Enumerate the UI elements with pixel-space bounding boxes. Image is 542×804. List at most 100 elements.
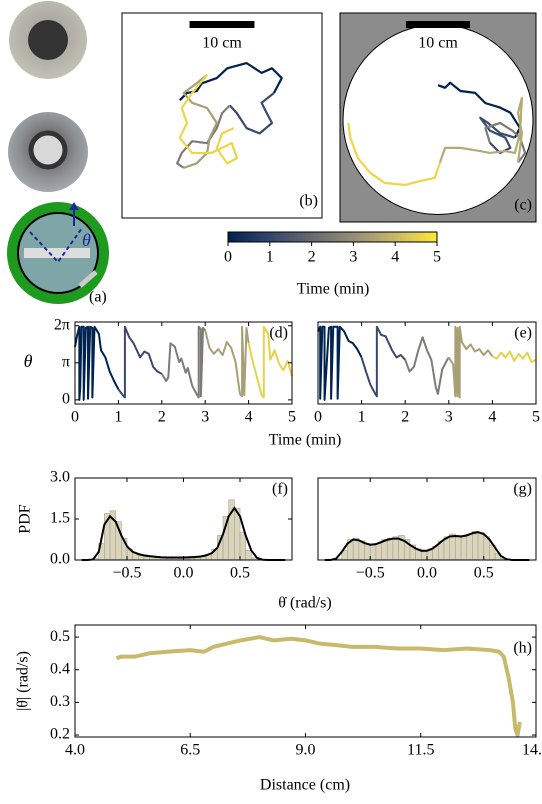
y-axis-label: θ [24, 351, 33, 371]
scale-bar-label: 10 cm [202, 35, 242, 52]
panel-frame [339, 12, 537, 223]
histogram-bar [352, 537, 360, 561]
histogram-bar [239, 532, 246, 561]
x-tick-label: 1 [114, 409, 122, 426]
panel-label: (c) [514, 197, 532, 214]
histogram-bar [477, 532, 485, 561]
histogram-bar [455, 535, 462, 561]
x-tick-label: 9.0 [296, 742, 316, 759]
x-tick-label: 3 [445, 409, 453, 426]
x-axis-label: Distance (cm) [260, 777, 350, 794]
histogram-bar [483, 536, 490, 561]
line-series [74, 325, 120, 401]
colorbar-tick-label: 2 [308, 249, 316, 266]
trajectory [228, 92, 275, 135]
line-series [447, 325, 494, 399]
scale-bar [189, 21, 255, 28]
trajectory [484, 121, 527, 164]
y-tick-label: 0.3 [50, 693, 70, 710]
line-series [115, 635, 522, 738]
x-tick-label: 0.5 [474, 565, 494, 582]
theta-annotation: θ [82, 230, 91, 250]
histogram-bar [392, 536, 399, 561]
kde-curve [324, 531, 530, 561]
axes-frame [317, 321, 537, 405]
line-series [247, 325, 293, 399]
histogram-bar [245, 550, 252, 561]
x-axis-label: Time (min) [297, 281, 370, 298]
x-tick-label: 0.0 [174, 565, 194, 582]
colorbar-tick-label: 3 [349, 249, 357, 266]
x-tick-label: 2 [158, 409, 166, 426]
x-tick-label: 6.5 [180, 742, 200, 759]
photos: θ (a) [7, 1, 109, 306]
panel-label: (f) [272, 481, 288, 498]
x-tick-label: 0.0 [417, 565, 437, 582]
x-tick-label: 0 [314, 409, 322, 426]
x-tick-label: 4.0 [65, 742, 85, 759]
histogram-bar [443, 536, 451, 561]
histogram-bar [421, 551, 428, 561]
colorbar-tick-label: 0 [224, 249, 232, 266]
histogram-bar [472, 530, 479, 561]
trajectory [179, 62, 283, 101]
y-tick-label: 0 [62, 391, 70, 408]
histogram-bar [364, 543, 371, 561]
trajectory [347, 122, 441, 187]
scale-bar [405, 21, 471, 28]
x-tick-label: 2 [401, 409, 409, 426]
y-tick-label: 0.4 [50, 660, 70, 677]
y-tick-label: 2π [54, 316, 70, 333]
robot-body [28, 20, 68, 60]
line-series [204, 325, 250, 398]
x-tick-label: 4 [488, 409, 496, 426]
scale-bar-label: 10 cm [418, 35, 458, 52]
robot-leg [78, 270, 98, 288]
colorbar-tick-label: 5 [433, 249, 441, 266]
histogram-bar [375, 543, 382, 561]
y-tick-label: 0.2 [50, 726, 70, 743]
x-tick-label: 4 [245, 409, 253, 426]
x-tick-label: 5 [532, 409, 540, 426]
panel-label: (a) [89, 289, 107, 306]
x-tick-label: 5 [288, 409, 296, 426]
axes-frame [74, 624, 537, 738]
line-series [317, 325, 363, 401]
histogram-bar [460, 536, 468, 561]
line-series [360, 325, 406, 398]
line-series [160, 325, 206, 399]
axes-frame [317, 477, 537, 561]
colorbar-tick-label: 1 [266, 249, 274, 266]
x-tick-label: −0.5 [112, 565, 141, 582]
line-series [117, 325, 163, 399]
trajectory [176, 104, 231, 169]
x-tick-label: 1 [358, 409, 366, 426]
trajectory [437, 81, 522, 139]
y-tick-label: 0.5 [50, 628, 70, 645]
y-tick-label: 1.5 [50, 510, 70, 527]
arrow-head [69, 202, 79, 210]
axes-frame [74, 477, 293, 561]
panel-frame [121, 12, 323, 219]
y-tick-label: 0.0 [50, 551, 70, 568]
y-axis-label: |θ̇| (rad/s) [15, 651, 32, 711]
panel-label: (h) [513, 640, 532, 657]
x-tick-label: −0.5 [356, 565, 385, 582]
panel-label: (d) [269, 325, 288, 342]
histogram-bar [449, 533, 456, 561]
histogram-bar [369, 544, 377, 561]
x-axis-label: Time (min) [269, 432, 342, 449]
panel-label: (g) [513, 481, 532, 498]
x-tick-label: 0.5 [230, 565, 250, 582]
trajectory [182, 73, 218, 169]
line-series [404, 336, 450, 395]
histogram-bar [466, 533, 473, 561]
colorbar [227, 231, 438, 243]
panel-label: (e) [514, 325, 532, 342]
y-axis-label: PDF [17, 504, 34, 533]
y-tick-label: π [62, 353, 70, 370]
trajectory [178, 74, 239, 165]
arena [342, 24, 534, 215]
trajectory [438, 96, 524, 163]
